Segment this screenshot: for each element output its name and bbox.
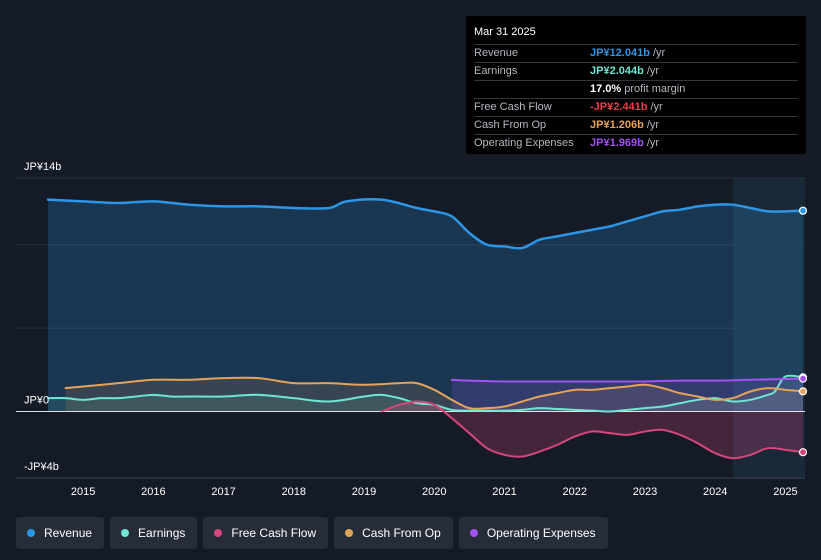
y-tick-label: JP¥0 (24, 395, 49, 407)
cfo-end-dot (798, 387, 808, 396)
x-tick-label: 2022 (563, 486, 587, 498)
legend-label: Earnings (138, 526, 186, 540)
x-tick-label: 2019 (352, 486, 376, 498)
tooltip-row-operating-expenses: Operating Expenses JP¥1.969b /yr (474, 135, 798, 152)
tooltip-suffix: /yr (646, 65, 660, 77)
tooltip-label: Earnings (474, 65, 518, 77)
y-tick-label: JP¥14b (24, 161, 61, 173)
x-tick-label: 2017 (211, 486, 235, 498)
legend-label: Revenue (44, 526, 93, 540)
tooltip-value: -JP¥2.441b (590, 101, 648, 113)
revenue-end-dot (798, 206, 808, 215)
y-axis-labels: JP¥14b JP¥0 -JP¥4b (24, 161, 61, 473)
tooltip-suffix: profit margin (624, 83, 686, 95)
tooltip-value: 17.0% (590, 83, 622, 95)
opex-end-dot (798, 374, 808, 383)
legend: Revenue Earnings Free Cash Flow Cash Fro… (16, 517, 608, 549)
data-tooltip: Mar 31 2025 Revenue JP¥12.041b /yr Earni… (466, 16, 806, 154)
cfo-line (64, 376, 804, 410)
x-axis-labels: 2015 2016 2017 2018 2019 2020 2021 2022 2023 2024… (71, 486, 798, 498)
fcf-line (380, 400, 804, 460)
x-tick-label: 2020 (422, 486, 446, 498)
tooltip-label (474, 81, 590, 98)
opex-line (450, 377, 804, 383)
tooltip-date: Mar 31 2025 (474, 23, 798, 45)
y-tick-label: -JP¥4b (24, 461, 59, 473)
x-tick-label: 2025 (773, 486, 797, 498)
legend-item-operating-expenses[interactable]: Operating Expenses (458, 517, 608, 549)
revenue-line (46, 198, 805, 250)
tooltip-suffix: /yr (652, 47, 666, 59)
fcf-end-dot (798, 448, 808, 457)
fcf-area (381, 401, 803, 459)
cfo-area (65, 377, 804, 412)
legend-item-free-cash-flow[interactable]: Free Cash Flow (203, 517, 329, 549)
x-tick-label: 2018 (282, 486, 306, 498)
legend-label: Operating Expenses (486, 526, 596, 540)
tooltip-suffix: /yr (650, 101, 663, 113)
tooltip-value: JP¥1.969b (590, 137, 644, 149)
revenue-area (48, 199, 803, 412)
tooltip-row-revenue: Revenue JP¥12.041b /yr (474, 45, 798, 63)
legend-item-earnings[interactable]: Earnings (110, 517, 198, 549)
series-lines (46, 198, 805, 460)
x-tick-label: 2023 (633, 486, 657, 498)
legend-dot-icon (27, 529, 35, 537)
tooltip-label: Cash From Op (474, 119, 547, 131)
tooltip-value: JP¥2.044b (590, 65, 644, 77)
tooltip-label: Free Cash Flow (474, 101, 552, 113)
tooltip-value: JP¥1.206b (590, 119, 644, 131)
chart-svg: JP¥14b JP¥0 -JP¥4b 2015 2016 2017 2018 2019 202… (16, 161, 808, 498)
legend-item-cash-from-op[interactable]: Cash From Op (334, 517, 453, 549)
legend-dot-icon (345, 529, 354, 537)
tooltip-label: Revenue (474, 47, 519, 59)
opex-area (451, 378, 803, 412)
earnings-area (48, 375, 803, 412)
legend-dot-icon (469, 529, 478, 537)
legend-dot-icon (214, 529, 223, 537)
tooltip-label: Operating Expenses (474, 137, 574, 149)
tooltip-suffix: /yr (646, 137, 660, 149)
x-tick-label: 2021 (492, 486, 516, 498)
tooltip-suffix: /yr (646, 119, 660, 131)
legend-dot-icon (121, 529, 130, 537)
series-areas (48, 199, 804, 459)
legend-label: Free Cash Flow (231, 526, 317, 540)
legend-item-revenue[interactable]: Revenue (16, 517, 105, 549)
tooltip-value: JP¥12.041b (590, 47, 650, 59)
tooltip-row-free-cash-flow: Free Cash Flow -JP¥2.441b /yr (474, 99, 798, 117)
tooltip-row-cash-from-op: Cash From Op JP¥1.206b /yr (474, 117, 798, 135)
series-end-dots (798, 206, 808, 457)
x-tick-label: 2015 (71, 486, 95, 498)
x-tick-label: 2016 (141, 486, 165, 498)
legend-label: Cash From Op (362, 526, 441, 540)
x-tick-label: 2024 (703, 486, 727, 498)
tooltip-row-profit-margin: 17.0% profit margin (474, 81, 798, 99)
tooltip-row-earnings: Earnings JP¥2.044b /yr (474, 63, 798, 81)
